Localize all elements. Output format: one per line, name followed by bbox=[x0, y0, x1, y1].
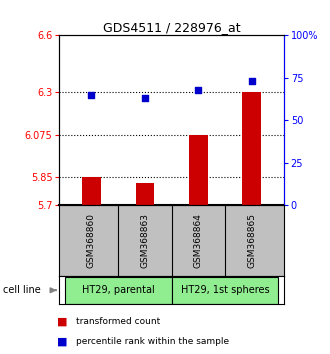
Text: GSM368860: GSM368860 bbox=[87, 213, 96, 268]
Text: percentile rank within the sample: percentile rank within the sample bbox=[76, 337, 229, 346]
Text: ■: ■ bbox=[57, 336, 68, 346]
Text: cell line: cell line bbox=[3, 285, 41, 295]
Bar bbox=[82, 177, 101, 205]
Bar bbox=[243, 92, 261, 205]
Text: GSM368865: GSM368865 bbox=[247, 213, 256, 268]
Text: transformed count: transformed count bbox=[76, 317, 160, 326]
Text: GSM368863: GSM368863 bbox=[140, 213, 149, 268]
Point bbox=[196, 87, 201, 93]
Text: ■: ■ bbox=[57, 317, 68, 327]
Bar bbox=[136, 183, 154, 205]
Title: GDS4511 / 228976_at: GDS4511 / 228976_at bbox=[103, 21, 241, 34]
Text: HT29, parental: HT29, parental bbox=[82, 285, 154, 295]
Point bbox=[89, 92, 94, 98]
Text: GSM368864: GSM368864 bbox=[194, 213, 203, 268]
Point bbox=[249, 79, 254, 84]
Bar bbox=[189, 135, 208, 205]
Bar bbox=[172, 277, 279, 304]
Point bbox=[142, 96, 148, 101]
Bar bbox=[65, 277, 172, 304]
Text: HT29, 1st spheres: HT29, 1st spheres bbox=[181, 285, 269, 295]
